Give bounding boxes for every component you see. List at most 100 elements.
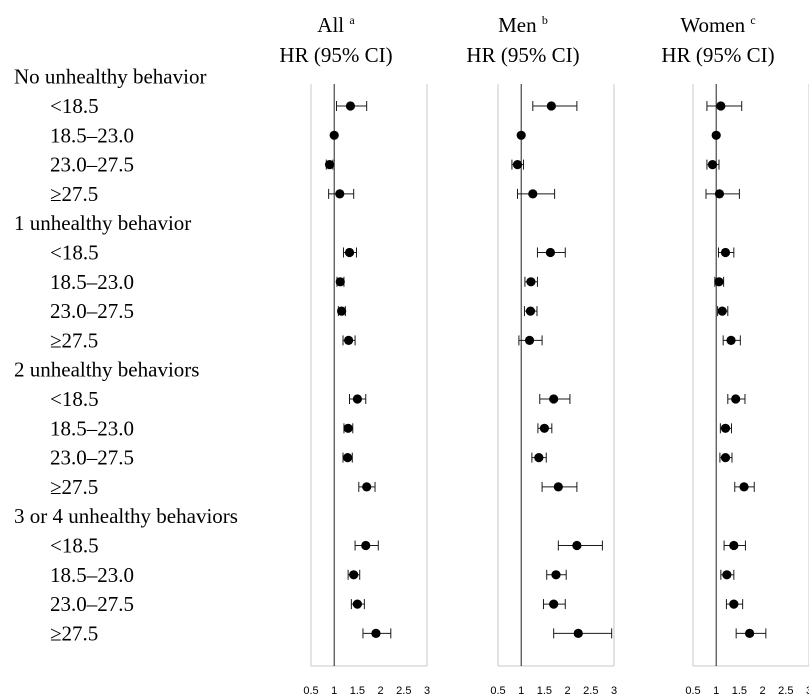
hr-point [335, 277, 345, 287]
row-label: <18.5 [50, 94, 99, 118]
panel-women: Women c HR (95% CI) 0.5 1 1.5 2 2.5 3 [661, 13, 809, 697]
hr-point [335, 189, 345, 199]
hr-point [720, 247, 731, 258]
hr-point [739, 482, 749, 492]
hr-point [722, 570, 732, 580]
x-tick-label: 1.5 [732, 685, 747, 697]
hr-point [745, 628, 755, 639]
panel-title-superscript: a [349, 13, 355, 27]
row-label: ≥27.5 [50, 475, 98, 499]
panel-title-name: Men [498, 13, 542, 37]
hr-point [324, 160, 335, 170]
hr-point [345, 101, 356, 111]
x-tick-label: 1 [518, 685, 524, 697]
panel-title-superscript: b [542, 13, 548, 27]
x-tick-label: 0.5 [303, 685, 318, 697]
x-tick-label: 1.5 [537, 685, 552, 697]
row-label: ≥27.5 [50, 621, 98, 645]
x-tick-label: 3 [806, 685, 809, 697]
hr-point [716, 101, 726, 111]
row-label: 23.0–27.5 [50, 299, 134, 323]
row-label: 23.0–27.5 [50, 592, 134, 616]
panel-subtitle: HR (95% CI) [279, 43, 392, 67]
hr-point [717, 306, 727, 316]
row-label: 23.0–27.5 [50, 446, 134, 470]
panel-title-name: Women [680, 13, 750, 37]
hr-point [549, 394, 559, 404]
x-tick-label: 0.5 [490, 685, 505, 697]
hr-point [343, 423, 353, 433]
hr-point [344, 247, 355, 258]
hr-point [371, 628, 381, 639]
hr-point [731, 394, 741, 404]
group-label: 2 unhealthy behaviors [14, 358, 199, 382]
hr-point [337, 306, 347, 316]
hr-point [528, 189, 538, 199]
x-tick-label: 2 [378, 685, 384, 697]
hr-point [525, 306, 536, 316]
hr-point [534, 453, 544, 463]
panel-title: All a [317, 13, 355, 37]
x-tick-label: 2 [760, 685, 766, 697]
hr-point [707, 160, 718, 170]
group-label: 3 or 4 unhealthy behaviors [14, 504, 238, 528]
hr-point [711, 130, 721, 140]
hr-point [720, 423, 731, 433]
hr-point [526, 277, 536, 287]
group-label: 1 unhealthy behavior [14, 211, 191, 235]
hr-point [720, 453, 731, 463]
panel-all: All a HR (95% CI) 0.5 1 1.5 2 2.5 3 [279, 13, 430, 697]
panel-title: Women c [680, 13, 755, 37]
hr-point [726, 335, 736, 345]
panel-men: Men b HR (95% CI) 0.5 1 1.5 2 2.5 3 [466, 13, 617, 697]
hr-point [352, 599, 362, 609]
row-label: <18.5 [50, 387, 99, 411]
hr-point [551, 570, 561, 580]
hr-point [362, 482, 372, 492]
x-tick-label: 2.5 [583, 685, 598, 697]
hr-point [729, 540, 739, 551]
row-label: 18.5–23.0 [50, 563, 134, 587]
hr-point [343, 453, 353, 463]
hr-point [352, 394, 362, 404]
row-label: 23.0–27.5 [50, 153, 134, 177]
hr-point [729, 599, 739, 609]
hr-point [549, 599, 559, 609]
hr-point [545, 247, 556, 258]
panel-title-superscript: c [750, 13, 755, 27]
x-tick-label: 2 [565, 685, 571, 697]
panel-title: Men b [498, 13, 548, 37]
hr-point [714, 189, 725, 199]
hr-point [546, 101, 556, 111]
hr-point [539, 423, 550, 433]
hr-point [349, 570, 359, 580]
hr-point [343, 335, 354, 345]
panel-title-name: All [317, 13, 349, 37]
x-tick-label: 1 [331, 685, 337, 697]
hr-point [512, 160, 523, 170]
x-tick-label: 2.5 [778, 685, 793, 697]
hr-point [524, 335, 535, 345]
x-tick-label: 2.5 [396, 685, 411, 697]
x-tick-label: 3 [611, 685, 617, 697]
panel-subtitle: HR (95% CI) [466, 43, 579, 67]
x-tick-label: 1 [713, 685, 719, 697]
group-label: No unhealthy behavior [14, 65, 206, 89]
hr-point [573, 628, 583, 639]
hr-point [329, 130, 339, 140]
hr-point [553, 482, 563, 492]
hr-point [714, 277, 724, 287]
hr-point [572, 540, 582, 551]
hr-point [516, 130, 526, 140]
row-label: <18.5 [50, 534, 99, 558]
x-tick-label: 1.5 [350, 685, 365, 697]
row-label: <18.5 [50, 241, 99, 265]
row-label: ≥27.5 [50, 182, 98, 206]
x-tick-label: 0.5 [685, 685, 700, 697]
row-label: 18.5–23.0 [50, 416, 134, 440]
row-label: 18.5–23.0 [50, 123, 134, 147]
row-label: ≥27.5 [50, 328, 98, 352]
hr-point [361, 540, 371, 551]
x-tick-label: 3 [424, 685, 430, 697]
